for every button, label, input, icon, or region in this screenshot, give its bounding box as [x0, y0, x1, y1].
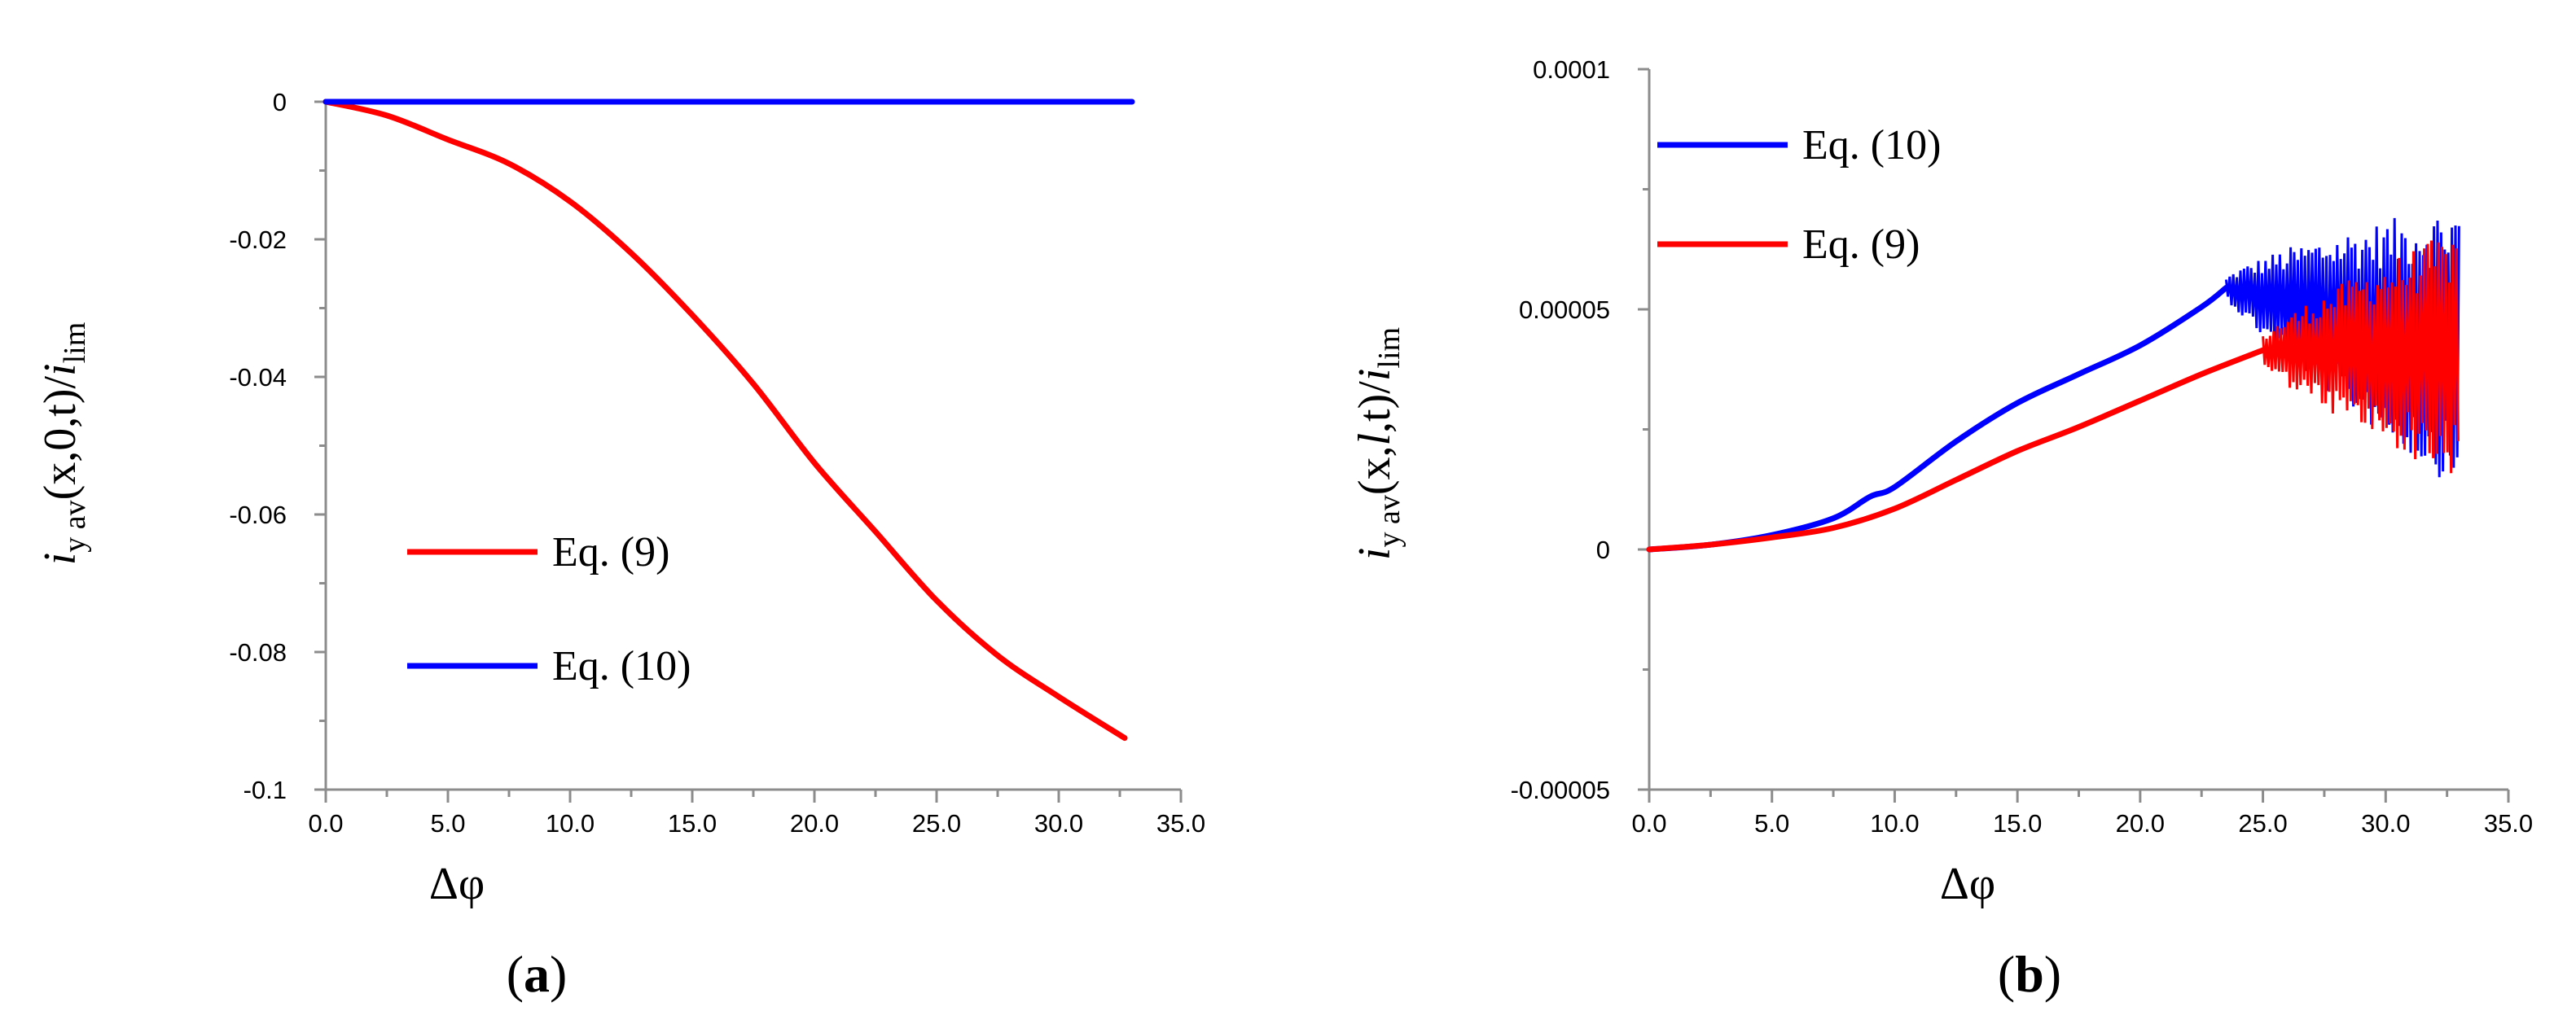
- panel-b-x-tick-label: 35.0: [2484, 809, 2533, 838]
- panel-b-ylabel-denom-sub: lim: [1372, 327, 1406, 369]
- panel-a-ylabel-sub: y av: [58, 500, 92, 552]
- panel-b-label: (b): [1998, 945, 2061, 1003]
- panel-b-y-tick-label: 0.00005: [1519, 295, 1610, 324]
- panel-b-x-tick-label: 5.0: [1754, 809, 1789, 838]
- panel-a-y-tick-label: -0.1: [244, 776, 287, 804]
- panel-a-legend: Eq. (9) Eq. (10): [407, 529, 691, 689]
- panel-b-ylabel-args-ital: l: [1349, 433, 1400, 446]
- panel-b-ylabel-main: i: [1349, 548, 1400, 561]
- panel-a-x-tick-label: 10.0: [546, 809, 595, 838]
- panel-a-legend-label: Eq. (9): [552, 529, 669, 576]
- panel-b-y-tick-label: 0: [1596, 536, 1610, 564]
- panel-b-legend-label: Eq. (10): [1802, 122, 1941, 169]
- panel-b-ticks: 0.0 5.0 10.0 15.0 20.0 25.0 30.0 35.0 0.0001 0.00…: [1511, 55, 2534, 838]
- panel-a-ylabel-main: i: [35, 553, 86, 566]
- panel-b-series: [1646, 217, 2460, 553]
- panel-a-y-tick-label: -0.06: [229, 501, 287, 529]
- panel-b-series-oscillation: [2262, 240, 2460, 474]
- panel-a-ylabel-args: (x,0,t)/: [35, 376, 86, 501]
- panel-a-y-axis-label: iy av(x,0,t)/ilim: [35, 322, 92, 566]
- panel-a-y-tick-label: -0.08: [229, 638, 287, 667]
- panel-b-x-tick-label: 0.0: [1631, 809, 1666, 838]
- panel-b-x-tick-label: 30.0: [2361, 809, 2410, 838]
- panel-b-y-tick-label: -0.00005: [1511, 776, 1610, 804]
- panel-b-ylabel-denom: i: [1349, 369, 1400, 382]
- panel-b-y-tick-label: 0.0001: [1533, 55, 1610, 84]
- panel-a-series-eq-9: [323, 98, 1128, 742]
- panel-a-x-tick-label: 30.0: [1034, 809, 1083, 838]
- panel-a-y-tick-label: -0.02: [229, 225, 287, 254]
- panel-b-ylabel-sub: y av: [1372, 495, 1406, 547]
- panel-a-ticks: 0.0 5.0 10.0 15.0 20.0 25.0 30.0 35.0 0 -0.02 -0.0…: [229, 88, 1205, 838]
- panel-a-ylabel-denom: i: [35, 363, 86, 376]
- panel-b-chart: 0.0 5.0 10.0 15.0 20.0 25.0 30.0 35.0 0.0001 0.00…: [1349, 55, 2533, 1003]
- panel-b-label-letter: b: [2015, 945, 2044, 1003]
- panel-b-series-line: [1646, 347, 2267, 553]
- panel-a-y-tick-label: 0: [273, 88, 287, 116]
- panel-b-x-tick-label: 25.0: [2238, 809, 2287, 838]
- panel-a-x-tick-label: 25.0: [912, 809, 961, 838]
- panel-b-y-axis-label: iy av(x,l,t)/ilim: [1349, 327, 1406, 560]
- panel-b-x-tick-label: 15.0: [1993, 809, 2042, 838]
- panel-a-label: (a): [507, 945, 568, 1003]
- panel-a-label-letter: a: [524, 945, 550, 1003]
- panel-a-y-tick-label: -0.04: [229, 363, 287, 392]
- panel-b-x-axis-label: Δφ: [1940, 859, 1995, 909]
- panel-a-x-tick-label: 0.0: [308, 809, 343, 838]
- panel-b-legend: Eq. (10) Eq. (9): [1657, 122, 1941, 268]
- panel-b-ylabel-args-post: ,t)/: [1349, 381, 1400, 433]
- panel-a-series: [323, 98, 1135, 742]
- panel-a-chart: 0.0 5.0 10.0 15.0 20.0 25.0 30.0 35.0 0 -0.02 -0.0…: [35, 88, 1205, 1003]
- panel-a-series-line: [323, 98, 1128, 742]
- panel-a-x-tick-label: 15.0: [668, 809, 717, 838]
- panel-a-ylabel-denom-sub: lim: [58, 322, 92, 364]
- panel-a-axes: [324, 102, 1181, 791]
- panel-a-legend-label: Eq. (10): [552, 643, 691, 689]
- panel-a-x-tick-label: 5.0: [430, 809, 465, 838]
- panel-b-x-tick-label: 10.0: [1870, 809, 1919, 838]
- panel-a-x-axis-label: Δφ: [429, 859, 485, 909]
- panel-a-x-tick-label: 20.0: [790, 809, 839, 838]
- panel-b-ylabel-args-pre: (x,: [1349, 445, 1400, 495]
- panel-b-series-eq-9: [1646, 240, 2460, 553]
- panel-a-x-tick-label: 35.0: [1156, 809, 1205, 838]
- panel-b-series-line: [1646, 285, 2229, 553]
- panel-b-x-tick-label: 20.0: [2116, 809, 2165, 838]
- panel-b-legend-label: Eq. (9): [1802, 221, 1920, 268]
